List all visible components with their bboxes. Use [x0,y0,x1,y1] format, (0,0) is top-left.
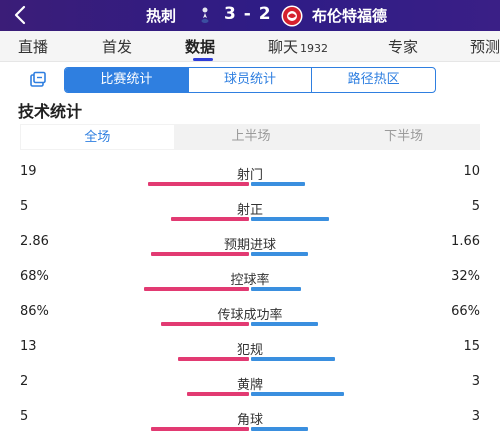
subtab-player-stats[interactable]: 球员统计 [189,68,313,92]
home-team-name: 热刺 [146,7,177,25]
away-stat-bar [251,392,344,396]
away-stat-value: 3 [471,409,480,424]
tab-expert[interactable]: 专家 [388,36,418,57]
stat-row: 2 黄牌 3 [0,374,500,409]
share-icon[interactable] [28,70,48,90]
stat-row: 68% 控球率 32% [0,269,500,304]
away-stat-value: 10 [463,164,480,179]
tab-chat[interactable]: 聊天 1932 [268,36,328,57]
tab-label: 专家 [388,38,419,56]
period-full-match[interactable]: 全场 [20,124,175,150]
home-stat-bar [171,217,249,221]
home-stat-bar [178,357,249,361]
home-stat-value: 5 [20,409,29,424]
stat-label: 角球 [236,413,263,428]
stats-subtabs: 比赛统计 球员统计 路径热区 [64,67,436,93]
stat-label: 传球成功率 [217,308,283,323]
period-first-half[interactable]: 上半场 [231,129,271,144]
stat-label: 控球率 [230,273,270,288]
tab-live[interactable]: 直播 [18,36,48,57]
brentford-logo-icon [281,5,303,27]
stat-label: 黄牌 [236,378,263,393]
home-stat-value: 86% [20,304,49,319]
away-stat-bar [251,322,318,326]
match-header: 热刺 3 - 2 布伦特福德 [0,0,500,31]
spurs-logo-icon [201,7,209,23]
back-arrow-icon[interactable] [10,3,32,27]
tab-lineup[interactable]: 首发 [102,36,132,57]
stat-row: 5 角球 3 [0,409,500,444]
away-stat-value: 1.66 [451,234,480,249]
home-stat-bar [151,252,249,256]
away-team-name: 布伦特福德 [312,7,388,25]
subtab-heatmap[interactable]: 路径热区 [347,72,400,87]
home-stat-value: 2 [20,374,29,389]
stat-row: 13 犯规 15 [0,339,500,374]
away-stat-bar [251,357,335,361]
stat-row: 19 射门 10 [0,164,500,199]
chat-count: 1932 [300,42,329,55]
stat-label: 预期进球 [223,238,276,253]
stat-row: 2.86 预期进球 1.66 [0,234,500,269]
stat-label: 射门 [236,168,263,183]
away-stat-value: 5 [471,199,480,214]
home-stat-bar [151,427,249,431]
home-stat-bar [148,182,249,186]
tab-label: 首发 [102,38,133,56]
home-stat-value: 19 [20,164,37,179]
stat-label: 犯规 [236,343,263,358]
home-stat-value: 2.86 [20,234,49,249]
tab-label: 直播 [18,38,49,56]
section-title: 技术统计 [18,102,83,121]
subtab-match-stats[interactable]: 比赛统计 [65,68,189,92]
home-stat-value: 5 [20,199,29,214]
period-second-half[interactable]: 下半场 [384,129,424,144]
away-stat-bar [251,182,305,186]
tab-label: 数据 [185,38,216,56]
main-tabs: 直播 首发 数据 聊天 1932 专家 预测 [0,31,500,62]
tab-label: 聊天 [268,38,299,56]
period-selector: 全场 上半场 下半场 [20,124,480,150]
away-stat-bar [251,217,329,221]
stat-row: 86% 传球成功率 66% [0,304,500,339]
home-stat-bar [144,287,249,291]
match-score: 3 - 2 [224,4,272,24]
stat-row: 5 射正 5 [0,199,500,234]
active-tab-indicator [193,58,213,61]
home-stat-bar [187,392,249,396]
away-stat-value: 15 [463,339,480,354]
home-stat-value: 13 [20,339,37,354]
tab-data[interactable]: 数据 [185,36,215,57]
away-stat-value: 3 [471,374,480,389]
stat-label: 射正 [236,203,263,218]
home-stat-bar [161,322,249,326]
away-stat-value: 66% [451,304,480,319]
tab-label: 预测 [470,38,500,56]
tab-prediction[interactable]: 预测 [470,36,500,57]
away-stat-bar [251,287,301,291]
away-stat-value: 32% [451,269,480,284]
away-stat-bar [251,252,308,256]
home-stat-value: 68% [20,269,49,284]
away-stat-bar [251,427,308,431]
